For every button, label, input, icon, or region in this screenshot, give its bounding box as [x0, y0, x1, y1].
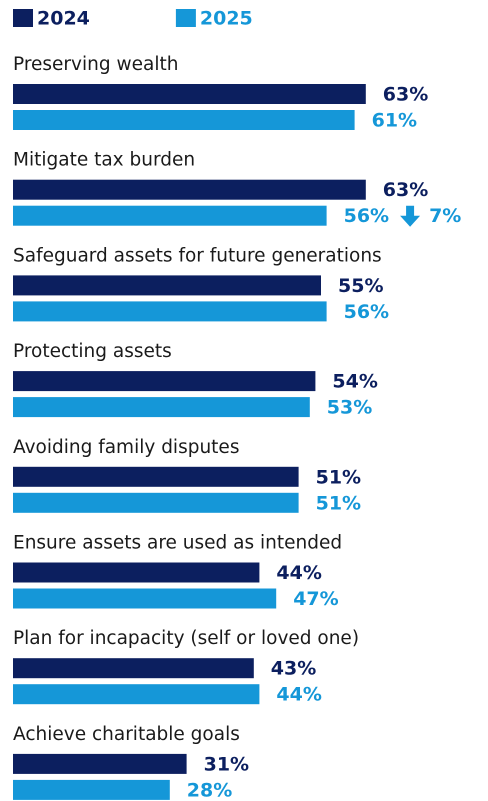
bar	[13, 205, 327, 226]
bar	[13, 110, 355, 130]
value-label: 47%	[293, 588, 338, 610]
value-label: 44%	[276, 684, 321, 706]
bar	[13, 588, 277, 609]
category-label: Protecting assets	[13, 341, 172, 362]
value-label: 51%	[316, 492, 361, 514]
category-label: Safeguard assets for future generations	[13, 245, 382, 266]
bar	[13, 562, 260, 583]
value-label: 63%	[383, 179, 428, 201]
bar	[13, 684, 260, 705]
down-arrow	[400, 205, 421, 227]
value-label: 55%	[338, 275, 383, 297]
bar	[13, 753, 187, 774]
value-label: 61%	[372, 110, 417, 132]
category-label: Achieve charitable goals	[13, 724, 240, 745]
bar	[13, 492, 299, 513]
bar	[13, 658, 254, 679]
bar	[13, 466, 299, 487]
value-label: 51%	[316, 466, 361, 488]
category-label: Ensure assets are used as intended	[13, 533, 342, 554]
legend-swatch	[13, 9, 33, 27]
annotation: 7%	[429, 205, 461, 227]
bar	[13, 275, 321, 296]
bar	[13, 779, 170, 800]
value-label: 31%	[204, 753, 249, 775]
bar	[13, 397, 310, 418]
legend-label: 2025	[200, 8, 253, 30]
value-label: 56%	[344, 301, 389, 323]
category-label: Plan for incapacity (self or loved one)	[13, 628, 359, 649]
category-label: Preserving wealth	[13, 54, 178, 75]
value-label: 53%	[327, 397, 372, 419]
bar	[13, 84, 366, 104]
value-label: 63%	[383, 84, 428, 106]
category-label: Avoiding family disputes	[13, 437, 239, 458]
value-label: 56%	[344, 205, 389, 227]
value-label: 54%	[332, 371, 377, 393]
bar	[13, 371, 316, 392]
category-label: Mitigate tax burden	[13, 150, 195, 171]
value-label: 43%	[271, 658, 316, 680]
bar	[13, 301, 327, 322]
legend-swatch	[175, 9, 196, 27]
value-label: 28%	[187, 779, 232, 801]
value-label: 44%	[276, 562, 321, 584]
bar	[13, 179, 366, 200]
legend-label: 2024	[37, 8, 90, 30]
